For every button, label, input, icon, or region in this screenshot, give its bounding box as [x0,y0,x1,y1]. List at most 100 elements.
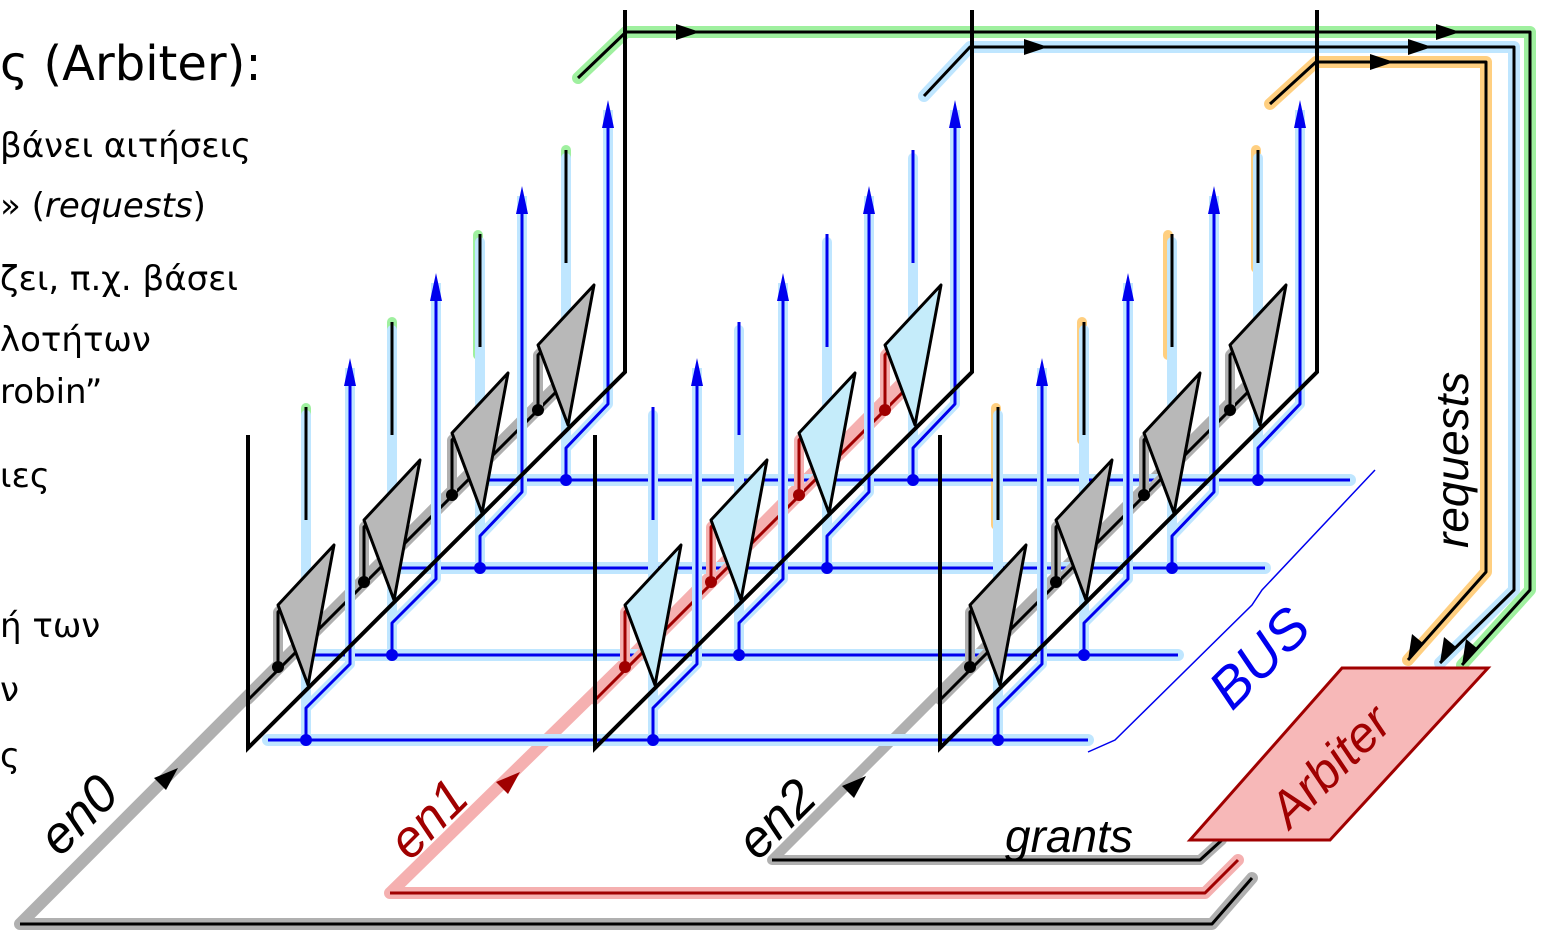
request-arrows [676,24,1478,665]
bullet-line-4: λοτήτων [0,320,151,360]
panels [243,10,1319,753]
panel-2-bus-dot-0 [992,734,1004,746]
bullet-line-9: ς [0,736,20,776]
bullet-line-7: ή των [0,606,100,646]
panel-1-bus-dot-0 [647,734,659,746]
bullet-line-6-text: ιες [0,456,50,496]
panel-0-out-1 [390,283,438,655]
label-en0: en0 [27,764,129,866]
panel-2-frame [938,10,1319,753]
panel-0-frame [246,10,627,753]
panel-2-enable-dot-2 [1138,489,1150,501]
bullet-line-3: ζει, π.χ. βάσει [0,259,238,299]
green-request-wire [576,30,1532,667]
panel-0 [243,10,627,753]
panel-1-enable-dot-0 [619,661,631,673]
en0-arrow [154,768,178,790]
panel-1-arrow-3 [949,100,961,128]
bus-brace [1087,469,1376,753]
panel-0-out-3 [564,110,610,480]
bullet-line-2-pre: » ( [0,186,45,226]
bullet-line-6: ιες [0,456,50,496]
panel-1-arrow-0 [691,358,703,386]
panel-1-out-3 [911,110,957,480]
panel-1-arrow-2 [863,186,875,214]
panel-1-enable-dot-1 [705,576,717,588]
panel-2-driver-0 [968,543,1028,687]
panel-0-enable-dot-3 [532,404,544,416]
panel-2-bus-dot-2 [1166,562,1178,574]
panel-2-bus-dot-3 [1252,474,1264,486]
panel-1-enable-dot-3 [879,404,891,416]
label-bus: BUS [1196,595,1322,721]
panel-2-arrow-1 [1122,273,1134,301]
panel-2-arrow-0 [1036,358,1048,386]
panel-0-driver-0 [276,543,336,687]
panel-1-bus-dot-1 [733,649,745,661]
bullet-line-8: ν [0,670,19,710]
panel-0-driver-3 [536,283,596,427]
panel-2-arrow-3 [1294,100,1306,128]
slide-title: ς (Arbiter): [0,36,262,92]
panel-1-bus-dot-3 [907,474,919,486]
panel-1-driver-1 [709,458,769,602]
en2-arrow [842,776,866,798]
arbiter-box [1186,666,1492,842]
panel-2-driver-1 [1054,458,1114,602]
panel-2-out-3 [1256,110,1302,480]
panel-0-arrow-0 [344,358,356,386]
panel-0-bus-dot-3 [560,474,572,486]
panel-0-arrow-1 [430,273,442,301]
bullet-line-2-post: ) [192,186,206,226]
left-text-panel: ς (Arbiter): βάνει αιτήσεις » (requests)… [0,0,400,935]
orange-request-wire [1268,60,1488,661]
panel-0-out-0 [304,368,352,740]
panel-1-enable-dot-2 [793,489,805,501]
panel-2-enable-dot-0 [964,661,976,673]
bullet-line-1-text: βάνει αιτήσεις [0,126,252,166]
panel-1-driver-3 [883,283,943,427]
bullet-line-2-em: requests [44,186,193,226]
orange-arrow-1 [1370,54,1394,70]
green-arrow-2 [1436,24,1460,40]
panel-0-bus-dot-2 [474,562,486,574]
bullet-line-7-text: ή των [0,606,101,646]
panel-2 [935,10,1319,753]
bullet-line-5: robin” [0,372,102,412]
orange-arrow-end [1408,634,1424,660]
panel-2-enable-dot-1 [1050,576,1062,588]
panel-2-out-0 [996,368,1044,740]
panel-0-bus-dot-0 [300,734,312,746]
panel-1-frame [593,10,974,753]
bullet-line-1: βάνει αιτήσεις [0,126,251,166]
panel-0-arrow-3 [602,100,614,128]
bullet-line-8-text: ν [0,670,19,710]
panel-2-enable-dot-3 [1224,404,1236,416]
label-requests: requests [1426,372,1478,548]
panel-1-bus-dot-2 [821,562,833,574]
panel-2-bus-dot-1 [1078,649,1090,661]
blue-arrow-end [1440,637,1456,663]
panel-2-out-2 [1170,196,1216,568]
panel-2-driver-3 [1228,283,1288,427]
green-arrow-1 [676,24,700,40]
panel-0-enable-dot-2 [446,489,458,501]
blue-request-wire [922,45,1516,665]
bullet-line-5-text: robin” [0,372,103,412]
panel-0-enable-dot-1 [358,576,370,588]
bullet-line-2: » (requests) [0,186,206,226]
en0-wire [20,877,1254,926]
panel-0-enable-dot-0 [272,661,284,673]
green-arrow-end [1462,639,1478,665]
panel-0-driver-1 [362,458,422,602]
panel-1 [590,10,974,753]
panel-2-arrow-2 [1208,186,1220,214]
blue-arrow-1 [1024,39,1048,55]
panel-2-out-1 [1082,283,1130,655]
en1-arrow [496,772,520,794]
panel-0-arrow-2 [516,186,528,214]
panel-1-driver-2 [797,371,857,515]
panel-2-driver-2 [1142,371,1202,515]
panel-0-out-2 [478,196,524,568]
